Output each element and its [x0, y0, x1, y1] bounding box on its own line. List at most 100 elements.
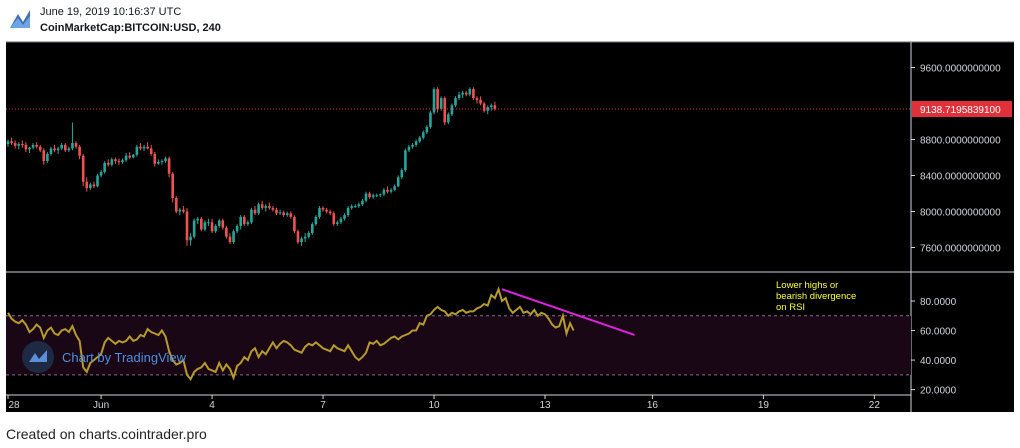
candle	[447, 112, 450, 125]
candle-body	[321, 207, 325, 210]
candle	[336, 220, 339, 226]
candle-body	[285, 213, 289, 216]
candle	[461, 90, 464, 99]
candle	[278, 209, 282, 216]
price-tick-label: 7600.0000000000	[920, 244, 1001, 255]
candle	[207, 218, 210, 226]
candle-body	[85, 181, 89, 189]
candle-body	[13, 143, 17, 146]
candle	[382, 188, 386, 197]
candle	[124, 153, 128, 162]
candle	[282, 210, 285, 217]
candle-body	[447, 114, 450, 123]
candle	[411, 143, 414, 149]
candle-body	[307, 233, 311, 237]
candle-body	[242, 216, 246, 225]
candle-body	[92, 184, 96, 187]
candle	[81, 153, 85, 187]
rsi-axis: 80.0000 60.0000 40.0000 20.0000	[911, 297, 957, 397]
candle-body	[454, 98, 457, 106]
candle-body	[375, 195, 379, 197]
candle	[214, 224, 217, 234]
candle	[89, 182, 92, 190]
candle	[400, 168, 404, 180]
candle-body	[178, 209, 182, 212]
candle	[343, 213, 346, 221]
candle	[185, 207, 189, 246]
time-tick-label: 22	[869, 400, 881, 411]
candle-body	[17, 144, 21, 146]
candle-body	[268, 206, 271, 208]
rsi-tick-label: 60.0000	[920, 327, 957, 338]
candle	[493, 101, 497, 111]
candle	[307, 231, 311, 239]
candle	[332, 211, 336, 226]
candle	[24, 142, 28, 153]
candle-body	[414, 141, 418, 145]
price-tick-label: 8800.0000000000	[920, 136, 1001, 147]
candle	[321, 206, 325, 212]
candle-body	[232, 231, 235, 243]
time-tick-label: Jun	[93, 400, 109, 411]
candle-body	[203, 222, 207, 230]
candle	[357, 202, 361, 208]
candle-body	[404, 150, 407, 171]
price-axis: 9600.0000000000 8800.0000000000 8400.00000…	[911, 64, 1012, 255]
watermark-text: Chart by TradingView	[62, 350, 187, 365]
candle-body	[282, 212, 285, 216]
price-tick-label: 9600.0000000000	[920, 64, 1001, 75]
candle-body	[293, 216, 296, 232]
candle-body	[200, 218, 203, 230]
rsi-tick-label: 80.0000	[920, 297, 957, 308]
candle	[339, 216, 343, 225]
candle	[490, 103, 493, 111]
tradingview-watermark[interactable]: Chart by TradingView	[22, 341, 187, 373]
candle-body	[396, 177, 400, 187]
candle-body	[493, 105, 497, 109]
candle-body	[332, 213, 336, 225]
time-tick-label: 4	[209, 400, 215, 411]
candle-body	[157, 162, 160, 164]
candle	[472, 87, 475, 100]
candle	[375, 193, 379, 198]
candle	[114, 157, 117, 164]
candle	[371, 193, 375, 199]
candle-body	[393, 186, 396, 190]
candle	[167, 156, 171, 178]
candle-body	[432, 89, 436, 113]
candle-body	[490, 105, 493, 108]
candle-body	[468, 89, 472, 95]
candle-body	[228, 236, 232, 243]
candle-body	[314, 216, 318, 225]
candle	[221, 218, 225, 230]
candle	[350, 204, 353, 210]
candle	[314, 215, 318, 226]
time-tick-label: 10	[428, 400, 440, 411]
candle-body	[174, 198, 178, 212]
candle-body	[343, 215, 346, 219]
candle	[396, 175, 400, 188]
candle-body	[35, 144, 38, 147]
candle	[56, 146, 60, 154]
candle	[60, 143, 63, 151]
candle	[353, 204, 357, 208]
candle-body	[346, 207, 350, 216]
candle-body	[99, 171, 103, 176]
candle	[128, 152, 132, 160]
candle-body	[128, 155, 132, 158]
candle	[217, 218, 221, 228]
candle	[196, 216, 200, 225]
candle-body	[461, 92, 464, 95]
candle-body	[110, 159, 114, 165]
candle-body	[264, 206, 268, 208]
candle-body	[78, 146, 81, 156]
candle	[38, 144, 42, 153]
candle-body	[42, 150, 46, 162]
candle	[142, 144, 146, 152]
candle	[146, 142, 149, 150]
candle	[275, 207, 278, 216]
chart-canvas[interactable]: 9600.0000000000 8800.0000000000 8400.00000…	[0, 0, 1020, 420]
candle-body	[225, 227, 228, 237]
rsi-pane	[6, 286, 911, 382]
candle-body	[153, 153, 157, 164]
